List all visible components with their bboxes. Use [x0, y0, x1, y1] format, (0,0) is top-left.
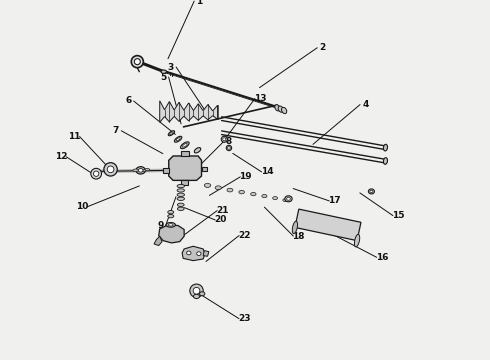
Ellipse shape	[168, 131, 174, 136]
Ellipse shape	[283, 199, 288, 202]
Ellipse shape	[368, 189, 374, 194]
Polygon shape	[154, 236, 162, 246]
Circle shape	[134, 59, 140, 65]
Polygon shape	[295, 209, 361, 240]
Text: 3: 3	[168, 63, 174, 72]
Text: 2: 2	[319, 43, 326, 52]
Polygon shape	[182, 246, 205, 261]
Ellipse shape	[180, 142, 189, 149]
Ellipse shape	[285, 196, 292, 202]
Text: 17: 17	[328, 197, 341, 206]
Ellipse shape	[228, 147, 230, 149]
Ellipse shape	[354, 234, 360, 247]
Ellipse shape	[221, 136, 227, 142]
Text: 10: 10	[75, 202, 88, 211]
Ellipse shape	[187, 251, 191, 255]
Circle shape	[193, 287, 200, 294]
Text: 6: 6	[125, 96, 131, 105]
Ellipse shape	[169, 224, 173, 226]
Text: 18: 18	[293, 231, 305, 240]
Ellipse shape	[177, 197, 184, 201]
Ellipse shape	[383, 158, 388, 164]
Ellipse shape	[223, 138, 226, 141]
Text: 5: 5	[160, 73, 167, 82]
Polygon shape	[181, 180, 188, 185]
Ellipse shape	[226, 145, 232, 150]
Ellipse shape	[199, 292, 205, 296]
Ellipse shape	[177, 189, 184, 192]
Ellipse shape	[177, 193, 184, 197]
Ellipse shape	[177, 184, 184, 188]
Ellipse shape	[195, 148, 201, 153]
Text: 8: 8	[225, 138, 232, 147]
Polygon shape	[159, 225, 184, 243]
Ellipse shape	[196, 252, 201, 256]
Ellipse shape	[215, 186, 221, 190]
Text: 20: 20	[215, 216, 227, 225]
Ellipse shape	[177, 207, 184, 211]
Ellipse shape	[281, 107, 287, 114]
Text: 15: 15	[392, 211, 405, 220]
Ellipse shape	[239, 190, 245, 194]
Ellipse shape	[251, 193, 256, 196]
Circle shape	[91, 168, 101, 179]
Ellipse shape	[194, 294, 199, 298]
Text: 12: 12	[54, 152, 67, 161]
Ellipse shape	[370, 190, 373, 193]
Text: 13: 13	[254, 94, 267, 103]
Ellipse shape	[292, 221, 297, 234]
Circle shape	[190, 284, 203, 297]
Ellipse shape	[166, 222, 175, 227]
Ellipse shape	[287, 197, 290, 200]
Ellipse shape	[133, 169, 138, 172]
Text: 14: 14	[261, 167, 273, 176]
Polygon shape	[169, 156, 201, 180]
Text: 22: 22	[238, 231, 251, 240]
Text: 1: 1	[196, 0, 203, 6]
Polygon shape	[181, 151, 189, 156]
Text: 4: 4	[362, 100, 368, 109]
Text: 11: 11	[68, 132, 80, 141]
Ellipse shape	[142, 170, 146, 172]
Circle shape	[94, 171, 99, 176]
Polygon shape	[163, 168, 169, 173]
Ellipse shape	[170, 132, 173, 135]
Polygon shape	[203, 251, 209, 256]
Text: 21: 21	[216, 206, 229, 215]
Ellipse shape	[383, 144, 388, 151]
Text: 7: 7	[113, 126, 119, 135]
Text: 16: 16	[376, 253, 388, 262]
Ellipse shape	[262, 194, 267, 198]
Ellipse shape	[145, 168, 149, 171]
Ellipse shape	[182, 143, 187, 147]
Ellipse shape	[273, 197, 277, 199]
Ellipse shape	[168, 211, 174, 214]
Circle shape	[131, 56, 144, 68]
Ellipse shape	[278, 106, 283, 112]
Text: 19: 19	[239, 172, 252, 181]
Polygon shape	[160, 101, 218, 122]
Ellipse shape	[168, 215, 174, 218]
Ellipse shape	[138, 168, 143, 172]
Ellipse shape	[161, 70, 167, 73]
Ellipse shape	[275, 105, 280, 111]
Ellipse shape	[176, 138, 180, 141]
Ellipse shape	[174, 136, 182, 142]
Ellipse shape	[204, 183, 211, 188]
Text: 23: 23	[238, 314, 250, 323]
Polygon shape	[201, 167, 207, 171]
Circle shape	[107, 166, 114, 173]
Circle shape	[104, 163, 117, 176]
Text: 9: 9	[157, 221, 164, 230]
Ellipse shape	[177, 203, 184, 207]
Ellipse shape	[136, 167, 146, 174]
Ellipse shape	[227, 188, 233, 192]
